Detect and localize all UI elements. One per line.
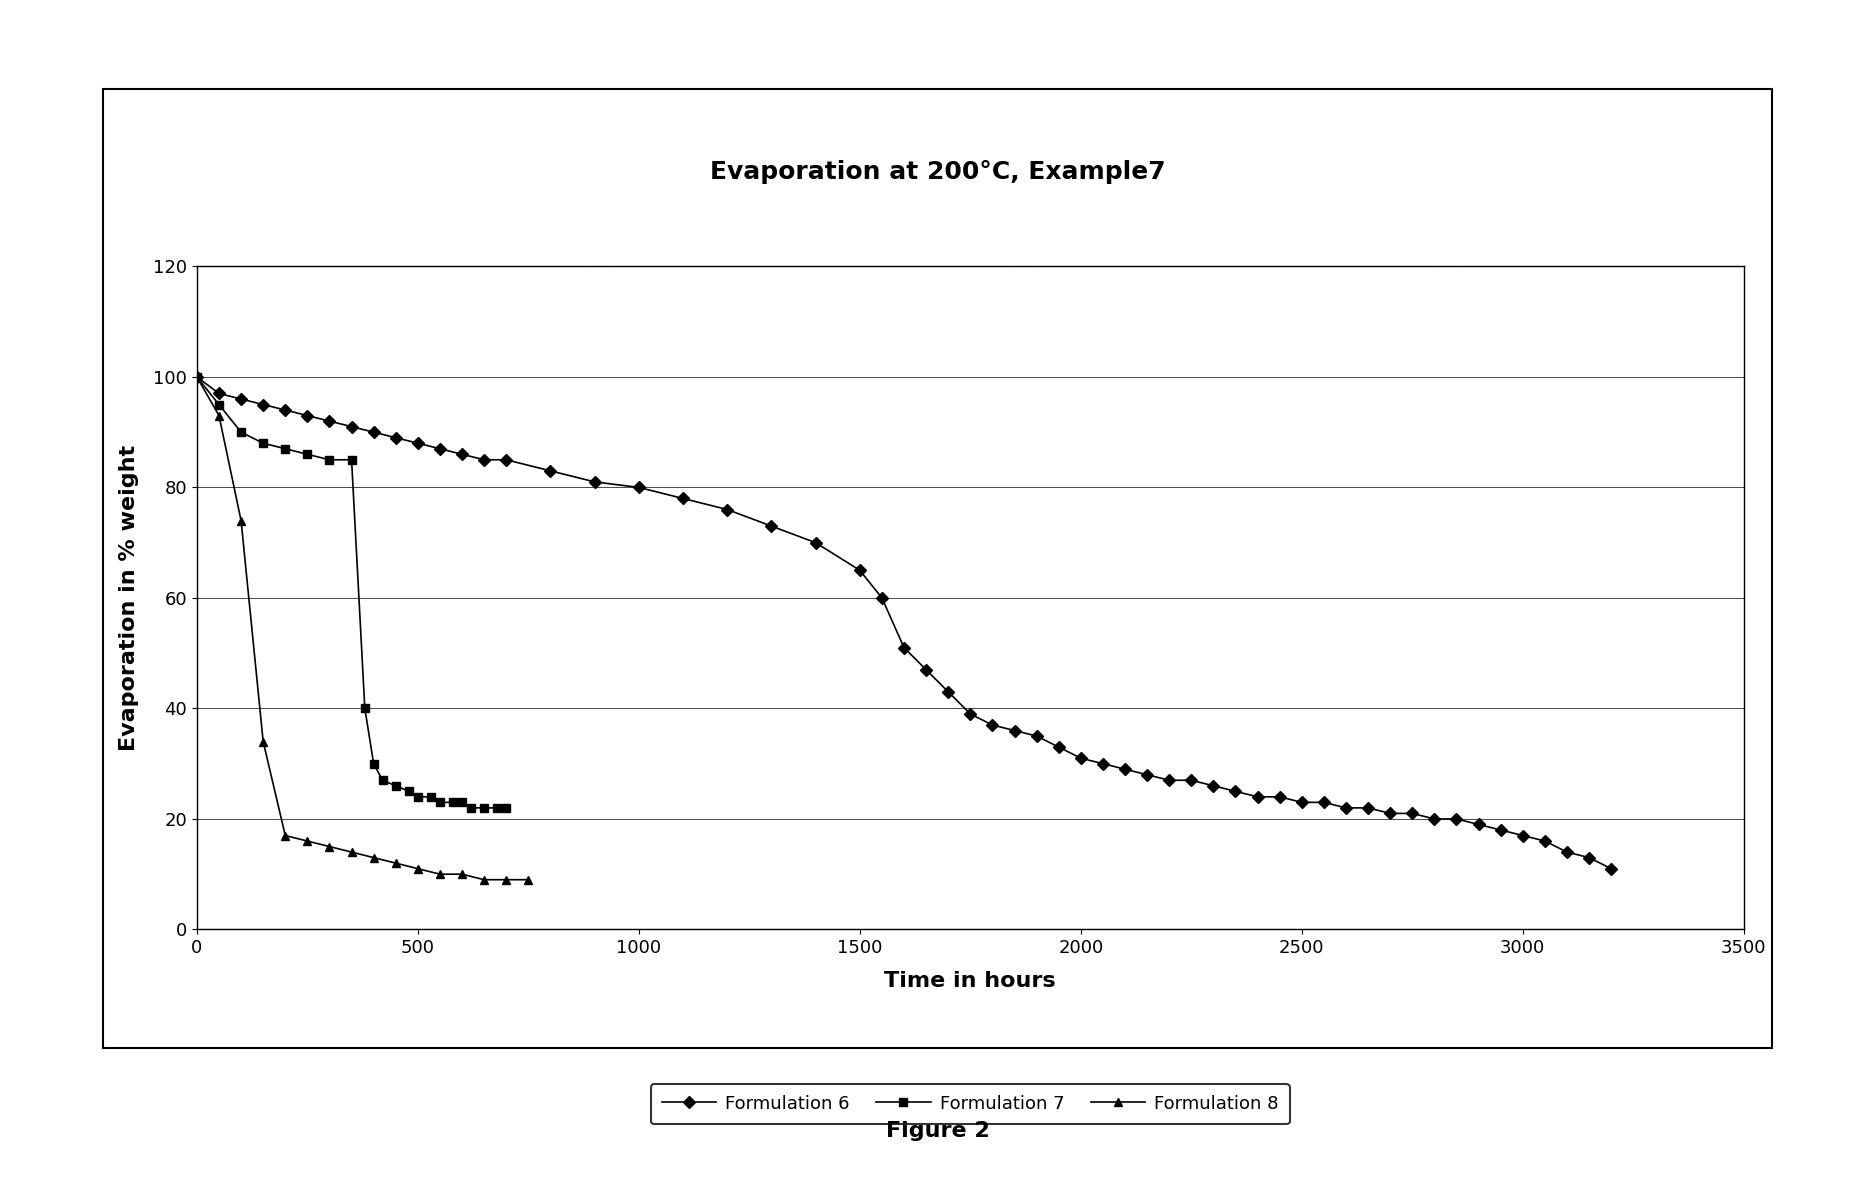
Formulation 6 bbox=[186, 369, 208, 384]
Formulation 7 bbox=[296, 448, 319, 462]
Formulation 8 bbox=[450, 867, 472, 881]
Y-axis label: Evaporation in % weight: Evaporation in % weight bbox=[120, 445, 139, 751]
Formulation 7 bbox=[472, 800, 495, 815]
Formulation 8 bbox=[296, 834, 319, 848]
Line: Formulation 8: Formulation 8 bbox=[193, 373, 532, 884]
Formulation 7 bbox=[186, 369, 208, 384]
Formulation 8 bbox=[472, 873, 495, 887]
Formulation 8 bbox=[186, 369, 208, 384]
Formulation 7 bbox=[429, 796, 452, 810]
Formulation 8 bbox=[208, 408, 231, 423]
Formulation 7 bbox=[407, 790, 429, 804]
Formulation 8 bbox=[231, 514, 253, 528]
Formulation 8 bbox=[251, 734, 274, 748]
Formulation 8 bbox=[274, 829, 296, 843]
Formulation 8 bbox=[384, 856, 407, 870]
Formulation 7 bbox=[251, 436, 274, 450]
Formulation 6 bbox=[1202, 779, 1224, 793]
Formulation 7 bbox=[495, 800, 518, 815]
Line: Formulation 7: Formulation 7 bbox=[193, 373, 510, 812]
Text: Evaporation at 200°C, Example7: Evaporation at 200°C, Example7 bbox=[709, 160, 1166, 184]
Legend: Formulation 6, Formulation 7, Formulation 8: Formulation 6, Formulation 7, Formulatio… bbox=[651, 1085, 1290, 1125]
Text: Figure 2: Figure 2 bbox=[885, 1121, 990, 1140]
Formulation 6 bbox=[231, 392, 253, 406]
Formulation 7 bbox=[341, 452, 364, 466]
Formulation 8 bbox=[495, 873, 518, 887]
Formulation 6 bbox=[892, 641, 915, 655]
Formulation 7 bbox=[398, 784, 420, 798]
X-axis label: Time in hours: Time in hours bbox=[885, 971, 1056, 991]
Formulation 8 bbox=[518, 873, 540, 887]
Formulation 6 bbox=[1224, 784, 1247, 798]
Formulation 7 bbox=[362, 757, 384, 771]
Formulation 6 bbox=[540, 464, 562, 478]
Formulation 7 bbox=[450, 796, 472, 810]
Formulation 7 bbox=[371, 773, 394, 787]
Formulation 7 bbox=[231, 425, 253, 439]
Formulation 7 bbox=[384, 779, 407, 793]
Formulation 7 bbox=[459, 800, 482, 815]
Formulation 8 bbox=[319, 839, 341, 854]
Formulation 7 bbox=[208, 398, 231, 412]
Formulation 7 bbox=[274, 442, 296, 456]
Formulation 6 bbox=[251, 398, 274, 412]
Formulation 6 bbox=[1599, 862, 1622, 876]
Formulation 8 bbox=[407, 862, 429, 876]
Formulation 8 bbox=[362, 850, 384, 864]
Formulation 7 bbox=[319, 452, 341, 466]
Formulation 8 bbox=[429, 867, 452, 881]
Formulation 8 bbox=[341, 845, 364, 860]
Formulation 7 bbox=[420, 790, 442, 804]
Formulation 7 bbox=[354, 701, 377, 715]
Formulation 7 bbox=[486, 800, 508, 815]
Line: Formulation 6: Formulation 6 bbox=[193, 373, 1616, 873]
Formulation 7 bbox=[442, 796, 465, 810]
